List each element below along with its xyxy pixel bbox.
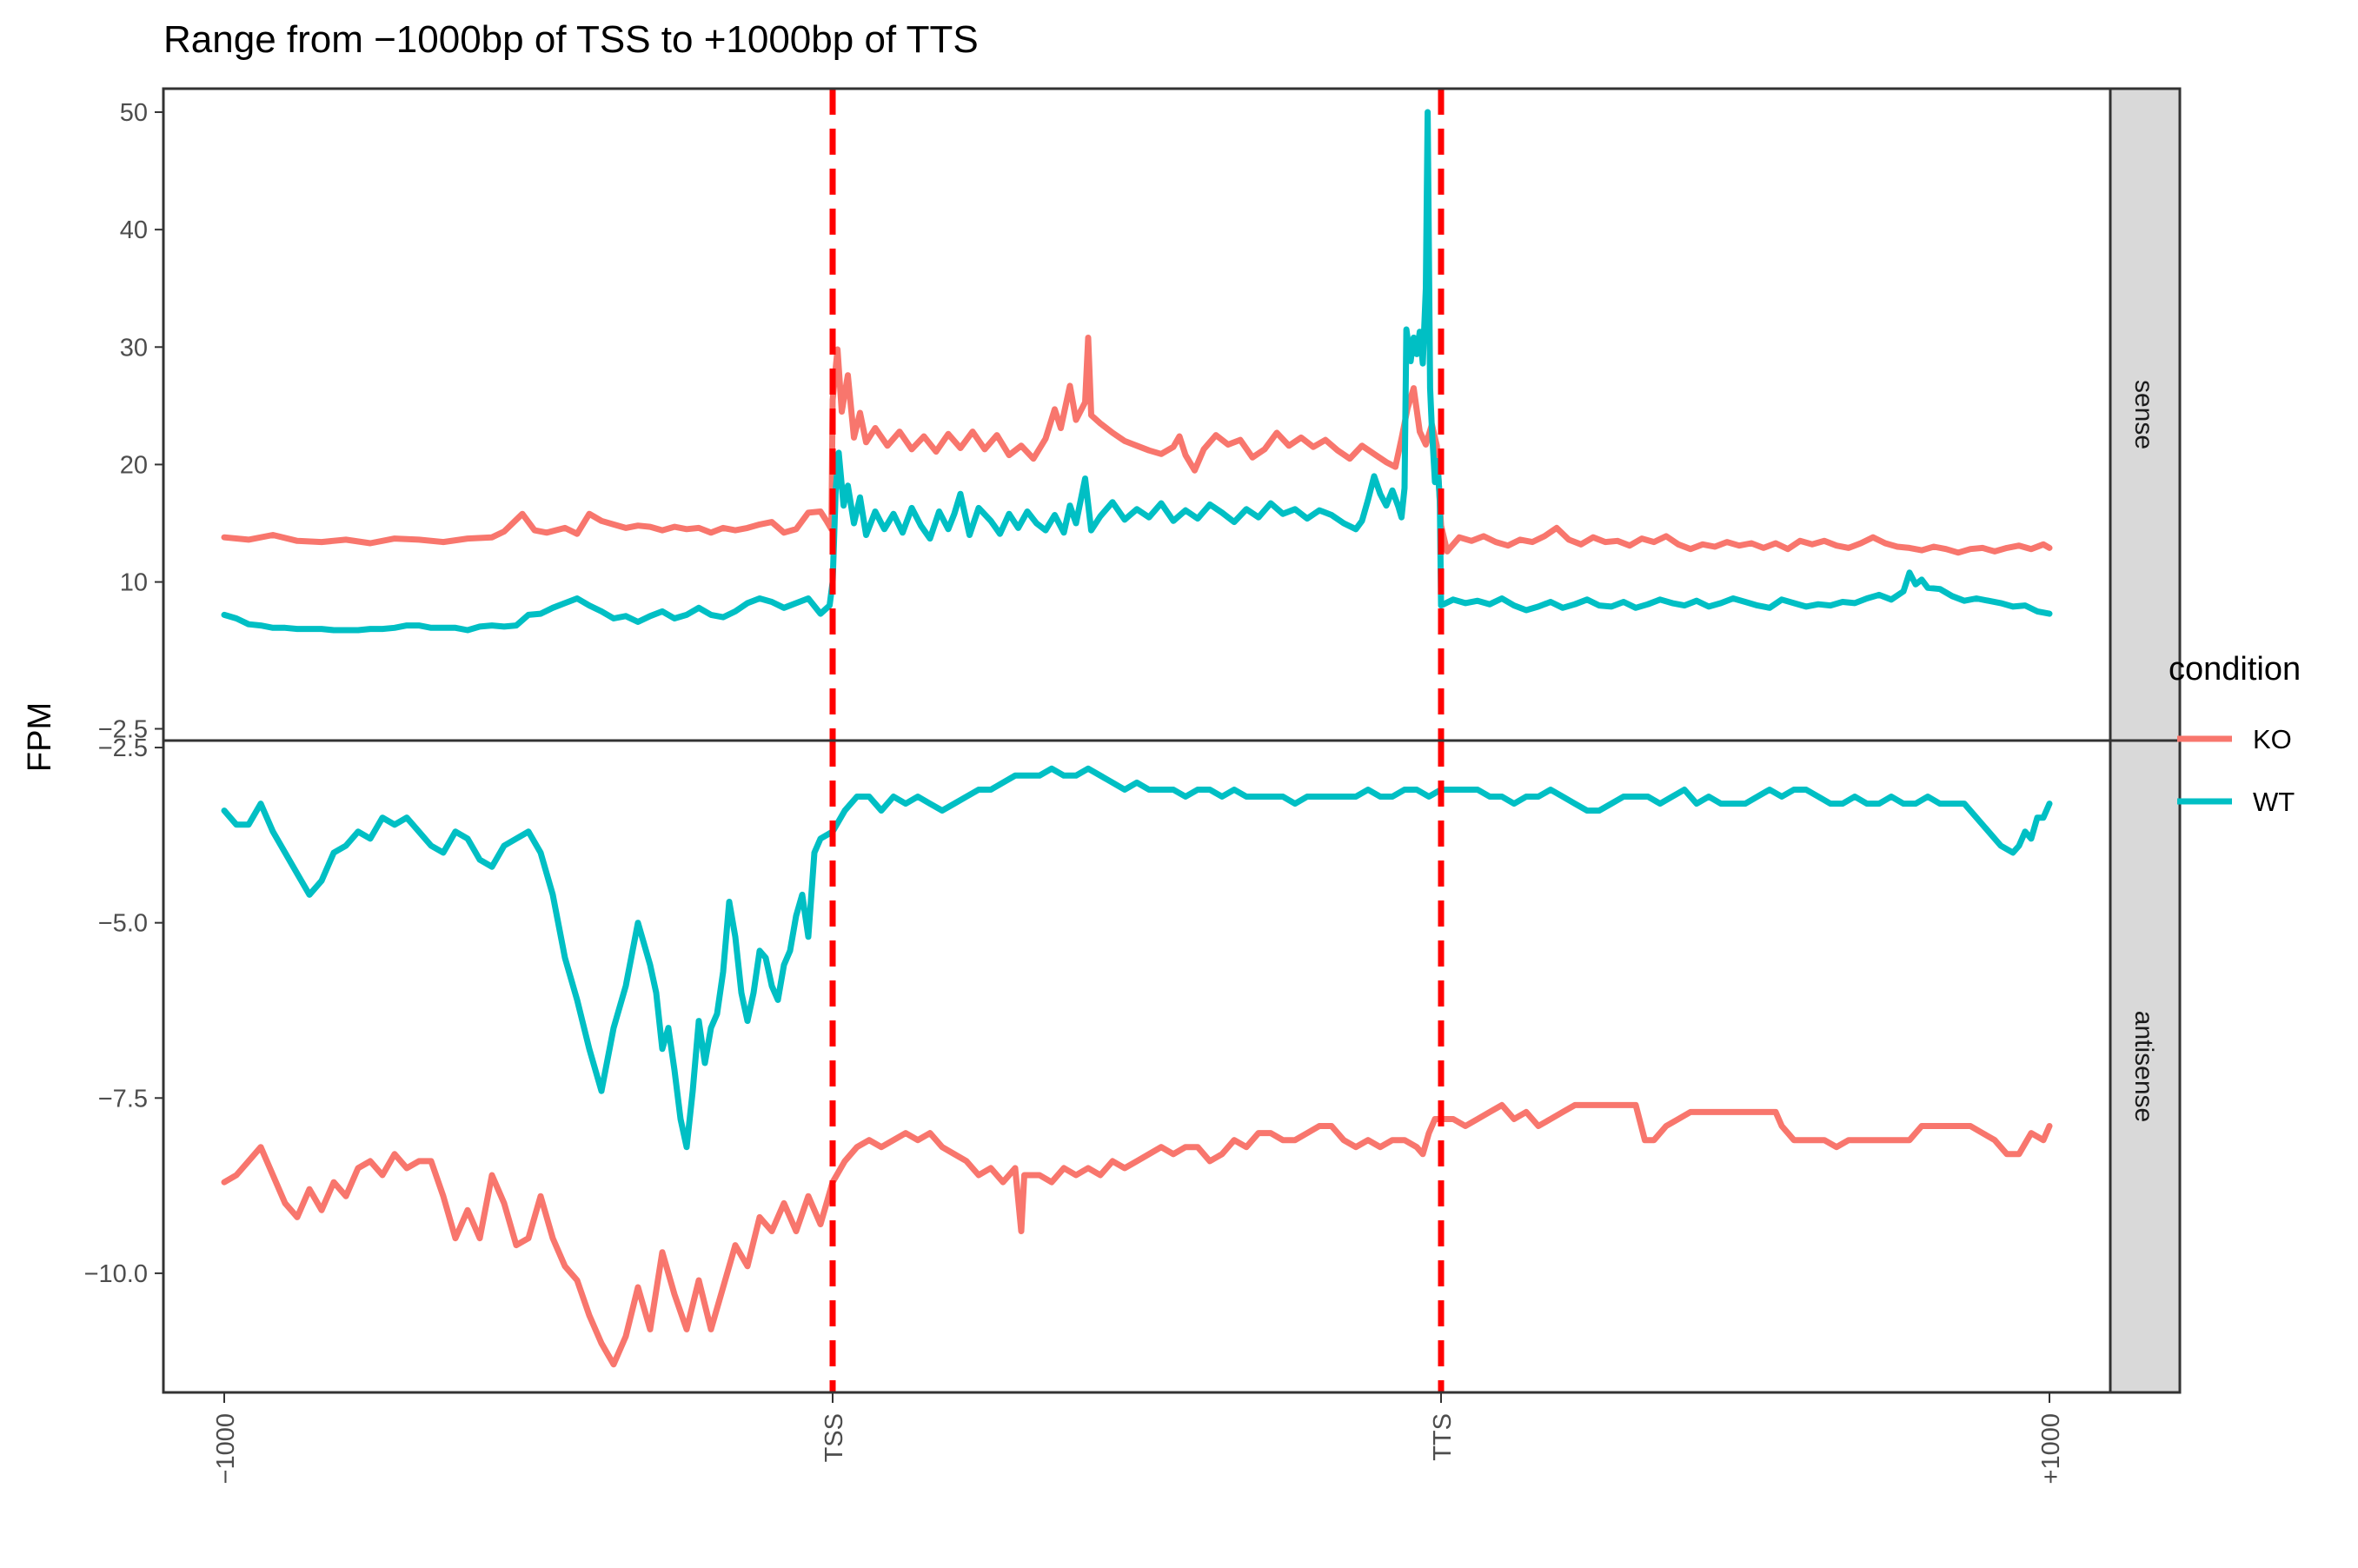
- y-tick-label: −5.0: [98, 910, 148, 938]
- series-line-wt-antisense: [221, 765, 2053, 1151]
- x-tick-label: TTS: [1429, 1413, 1457, 1461]
- strip-background: [2109, 87, 2182, 742]
- legend-label-wt: WT: [2253, 787, 2295, 817]
- y-tick-label: 20: [120, 451, 148, 479]
- y-tick-label: 10: [120, 569, 148, 597]
- panel-background: [163, 741, 2110, 1392]
- legend-label-ko: KO: [2253, 724, 2292, 754]
- y-axis-label: FPM: [22, 702, 58, 772]
- series-group: [221, 109, 2053, 634]
- series-line-wt-sense: [221, 109, 2053, 634]
- y-tick-label: −10.0: [84, 1260, 148, 1288]
- panel-sense: −2.5 10 20 30 40 50 sense: [98, 87, 2182, 743]
- strip-label-sense: sense: [2129, 380, 2158, 449]
- series-group: [221, 765, 2053, 1368]
- y-tick-label: 50: [120, 99, 148, 127]
- series-line-ko-antisense: [221, 1101, 2053, 1368]
- y-tick-label: −7.5: [98, 1085, 148, 1113]
- strip-label-antisense: antisense: [2129, 1011, 2158, 1122]
- legend: condition KO WT: [2169, 651, 2301, 817]
- y-tick-label: 30: [120, 334, 148, 362]
- strip-background: [2109, 739, 2182, 1394]
- plot-layer: −2.5 10 20 30 40 50 sense −2.5 −5.0 −7.5 −10.0 anti…: [84, 87, 2182, 1484]
- legend-title: condition: [2169, 651, 2301, 688]
- x-tick-label: −1000: [212, 1413, 240, 1484]
- y-tick-label: −2.5: [98, 715, 148, 743]
- x-tick-label: TSS: [820, 1413, 848, 1462]
- x-tick-label: +1000: [2037, 1413, 2065, 1484]
- panel-background: [163, 89, 2110, 741]
- y-tick-label: −2.5: [98, 734, 148, 762]
- y-tick-label: 40: [120, 216, 148, 244]
- series-line-ko-sense: [221, 335, 2053, 556]
- panel-antisense: −2.5 −5.0 −7.5 −10.0 antisense: [84, 734, 2182, 1394]
- chart-title: Range from −1000bp of TSS to +1000bp of …: [163, 18, 979, 61]
